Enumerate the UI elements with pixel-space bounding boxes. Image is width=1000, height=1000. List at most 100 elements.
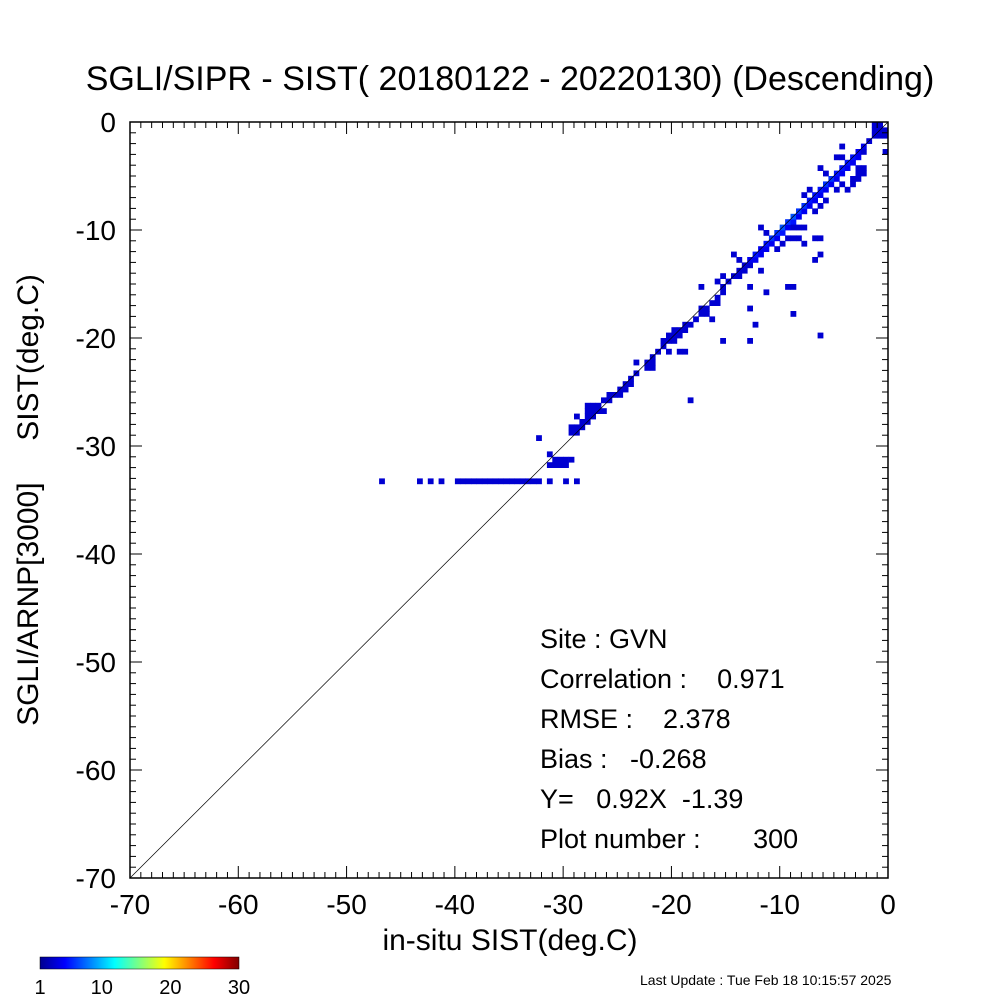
- heatmap-cell: [660, 338, 667, 344]
- heatmap-cell: [833, 186, 840, 193]
- heatmap-cell: [590, 402, 596, 409]
- heatmap-cell: [492, 478, 499, 485]
- heatmap-cell: [871, 127, 878, 134]
- y-tick-label: -30: [76, 431, 116, 462]
- heatmap-cell: [823, 197, 829, 204]
- heatmap-cell: [438, 478, 445, 485]
- heatmap-cell: [584, 413, 591, 420]
- heatmap-cell: [568, 424, 575, 431]
- heatmap-cell: [546, 451, 553, 458]
- heatmap-cell: [417, 478, 423, 485]
- heatmap-cell: [671, 338, 678, 344]
- colorbar-tick-label: 10: [91, 977, 113, 999]
- heatmap-cell: [476, 478, 483, 485]
- heatmap-cell: [666, 348, 672, 355]
- one-to-one-line: [129, 121, 889, 879]
- heatmap-cell: [828, 181, 835, 188]
- heatmap-cell: [817, 192, 824, 198]
- heatmap-cell: [579, 419, 586, 425]
- heatmap-cell: [649, 359, 656, 366]
- heatmap-cell: [801, 192, 808, 198]
- heatmap-cell: [839, 181, 846, 188]
- heatmap-cell: [747, 262, 753, 269]
- heatmap-cell: [796, 235, 802, 242]
- heatmap-cell: [839, 154, 846, 161]
- heatmap-cell: [622, 386, 629, 393]
- heatmap-cell: [617, 392, 624, 398]
- heatmap-cell: [806, 186, 813, 193]
- heatmap-cell: [460, 478, 467, 485]
- y-tick-label: -50: [76, 647, 116, 678]
- stat-correlation: Correlation : 0.971: [540, 664, 785, 694]
- heatmap-cell: [536, 478, 542, 485]
- last-update: Last Update : Tue Feb 18 10:15:57 2025: [640, 972, 892, 988]
- heatmap-cell: [812, 208, 818, 215]
- x-tick-label: -40: [435, 889, 475, 920]
- x-tick-label: -70: [110, 889, 150, 920]
- heatmap-cell: [790, 235, 797, 242]
- x-tick-labels: -70 -60 -50 -40 -30 -20 -10 0: [110, 889, 896, 920]
- heatmap-cell: [844, 186, 851, 193]
- heatmap-cell: [703, 311, 710, 317]
- heatmap-cell: [698, 311, 705, 317]
- x-tick-label: -30: [543, 889, 583, 920]
- heatmap-cell: [758, 251, 764, 258]
- heatmap-cell: [855, 176, 862, 182]
- heatmap-cell: [850, 176, 856, 182]
- heatmap-cell: [747, 338, 753, 344]
- heatmap-cell: [628, 381, 634, 387]
- heatmap-cell: [714, 294, 721, 301]
- heatmap-cell: [790, 219, 797, 225]
- heatmap-cell: [601, 397, 607, 404]
- heatmap-cell: [557, 462, 564, 468]
- colorbar-tick-label: 30: [228, 977, 250, 999]
- heatmap-cell: [471, 478, 477, 485]
- heatmap-cell: [768, 240, 775, 247]
- heatmap-cell: [720, 338, 726, 344]
- heatmap-cell: [801, 240, 808, 247]
- heatmap-cell: [574, 478, 580, 485]
- heatmap-cell: [454, 478, 461, 485]
- y-tick-label: -60: [76, 755, 116, 786]
- x-tick-label: -50: [326, 889, 366, 920]
- heatmap-cell: [590, 408, 596, 414]
- heatmap-cell: [747, 284, 753, 290]
- heatmap-cell: [812, 197, 818, 204]
- colorbar-tick-label: 1: [34, 977, 45, 999]
- heatmap-cell: [503, 478, 510, 485]
- heatmap-cell: [498, 478, 504, 485]
- heatmap-cell: [817, 251, 824, 258]
- heatmap-cell: [752, 321, 759, 328]
- heatmap-cell: [530, 478, 537, 485]
- heatmap-cell: [731, 251, 737, 258]
- colorbar: [39, 956, 240, 970]
- heatmap-cell: [763, 246, 770, 252]
- y-tick-label: -40: [76, 539, 116, 570]
- heatmap-cell: [682, 327, 689, 333]
- heatmap-cell: [796, 213, 802, 220]
- x-tick-label: -20: [651, 889, 691, 920]
- heatmap-cell: [758, 267, 764, 274]
- heatmap-cell: [855, 154, 862, 161]
- heatmap-cell: [676, 332, 683, 339]
- heatmap-cell: [806, 203, 813, 209]
- heatmap-cell: [801, 224, 808, 231]
- plot-frame: [129, 121, 889, 879]
- heatmap-cell: [481, 478, 488, 485]
- heatmap-cell: [779, 240, 786, 247]
- heatmap-cell: [823, 170, 829, 177]
- heatmap-cell: [877, 122, 883, 128]
- heatmap-cell: [882, 127, 889, 134]
- cells-layer: [379, 122, 889, 485]
- heatmap-cell: [774, 235, 781, 242]
- heatmap-cell: [860, 149, 867, 155]
- x-tick-label: -10: [759, 889, 799, 920]
- heatmap-cell: [687, 321, 694, 328]
- heatmap-cell: [823, 186, 829, 193]
- heatmap-cell: [790, 311, 797, 317]
- heatmap-cell: [687, 397, 694, 404]
- heatmap-cell: [790, 224, 797, 231]
- heatmap-cell: [871, 122, 878, 128]
- heatmap-cell: [763, 289, 770, 296]
